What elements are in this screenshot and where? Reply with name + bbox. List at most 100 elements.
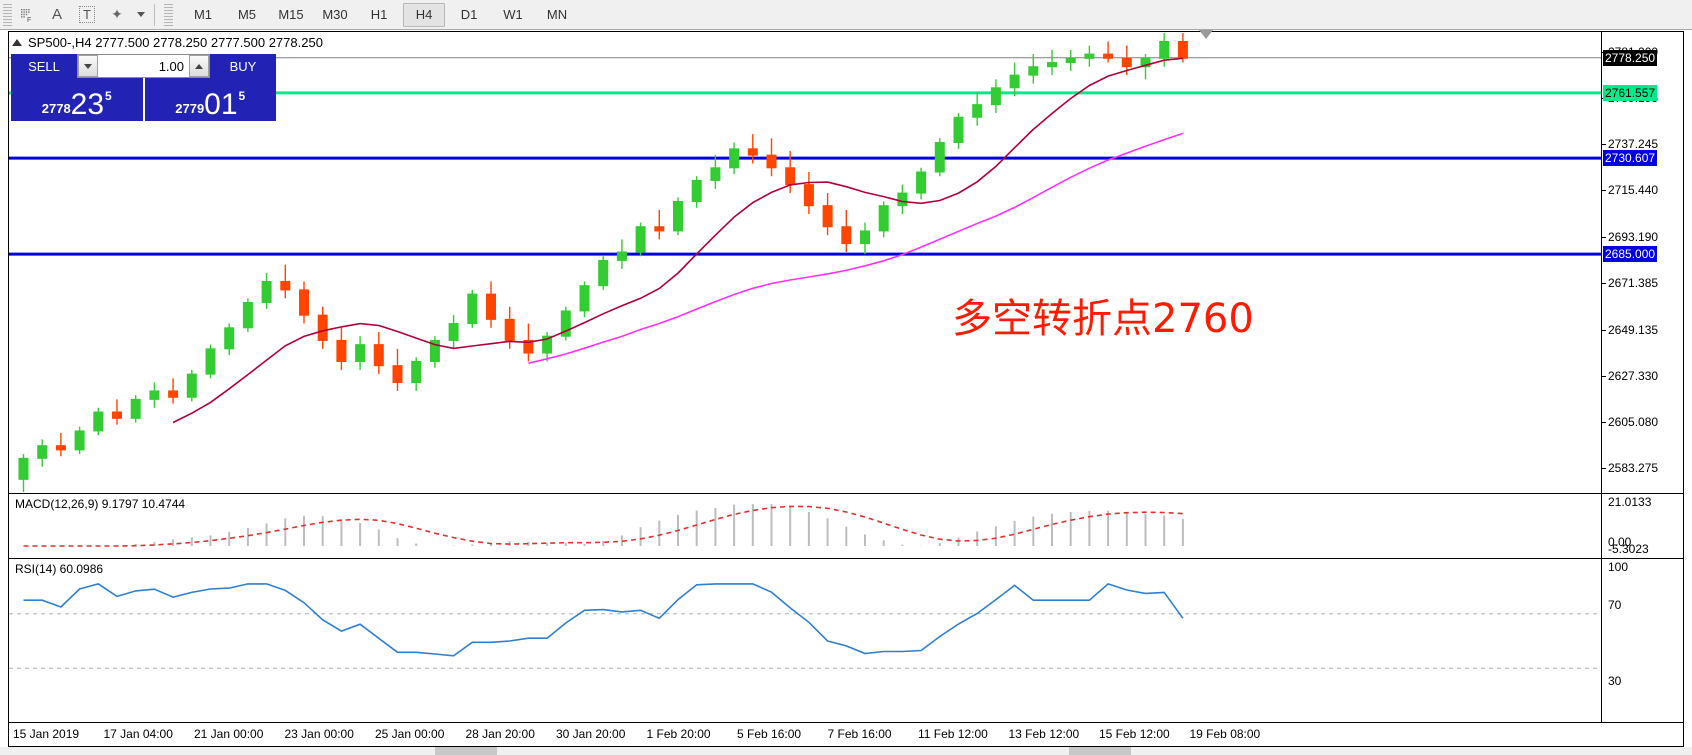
buy-price-big: 01 <box>204 88 238 121</box>
quote-header-text: SP500-,H4 2777.500 2778.250 2777.500 277… <box>28 35 323 50</box>
price-axis-tick <box>1602 422 1606 424</box>
time-axis-label: 19 Feb 08:00 <box>1189 727 1261 741</box>
text-box-t-icon[interactable]: T <box>72 2 102 28</box>
shapes-dropdown-caret-icon[interactable] <box>132 2 148 28</box>
macd-label: MACD(12,26,9) 9.1797 10.4744 <box>15 497 186 511</box>
timeframe-h1[interactable]: H1 <box>370 7 388 22</box>
rsi-axis-label: 30 <box>1608 674 1622 688</box>
chart-frame: 2781.2002759.1952737.2452715.4402693.190… <box>8 31 1684 723</box>
time-axis-label: 13 Feb 12:00 <box>1008 727 1080 741</box>
scrollbar-thumb-secondary[interactable] <box>1069 747 1131 755</box>
horizontal-scrollbar[interactable] <box>0 747 1692 755</box>
price-chart-svg <box>9 33 1601 492</box>
sell-price-prefix: 2778 <box>41 101 71 116</box>
price-axis-label: 2583.275 <box>1608 461 1659 476</box>
rsi-axis-label: 70 <box>1608 598 1622 612</box>
svg-text:F: F <box>27 17 31 23</box>
scrollbar-thumb[interactable] <box>435 747 497 755</box>
time-axis-label: 21 Jan 00:00 <box>194 727 264 741</box>
price-axis-tick <box>1602 236 1606 238</box>
sell-price-big: 23 <box>70 88 105 121</box>
price-axis-label: 2627.330 <box>1608 368 1659 383</box>
volume-input[interactable]: 1.00 <box>158 58 184 74</box>
quote-header: SP500-,H4 2777.500 2778.250 2777.500 277… <box>12 35 323 50</box>
macd-axis-label: 21.0133 <box>1608 495 1652 509</box>
timeframe-mn[interactable]: MN <box>546 7 568 22</box>
time-axis-label: 7 Feb 16:00 <box>827 727 892 741</box>
timeframe-group: M1 M5 M15 M30 H1 H4 D1 W1 MN <box>181 2 579 27</box>
price-axis-tick <box>1602 190 1606 192</box>
toolbar-divider <box>154 3 155 26</box>
timeframe-w1[interactable]: W1 <box>503 7 523 22</box>
crosshair-f-icon[interactable]: F <box>12 2 42 28</box>
price-axis-tag-blue[interactable]: 2730.607 <box>1603 150 1658 167</box>
sell-price-sup: 5 <box>105 89 112 103</box>
price-axis[interactable]: 2781.2002759.1952737.2452715.4402693.190… <box>1601 32 1683 493</box>
timeframe-m15[interactable]: M15 <box>278 7 304 22</box>
time-axis-label: 17 Jan 04:00 <box>103 727 173 741</box>
collapse-triangle-icon[interactable] <box>12 39 22 46</box>
text-a-icon[interactable]: A <box>51 6 62 23</box>
timeframe-m1[interactable]: M1 <box>193 7 213 22</box>
time-axis-label: 30 Jan 20:00 <box>556 727 626 741</box>
price-axis-tick <box>1602 329 1606 331</box>
macd-plot-area[interactable] <box>9 494 1601 558</box>
timeframe-m5[interactable]: M5 <box>237 7 257 22</box>
chart-annotation-text[interactable]: 多空转折点2760 <box>952 296 1254 342</box>
sell-price-display[interactable]: 2778 23 5 <box>11 78 143 121</box>
time-axis-label: 1 Feb 20:00 <box>646 727 711 741</box>
volume-stepper[interactable]: 1.00 <box>77 54 210 78</box>
price-axis-label: 2605.080 <box>1608 415 1659 430</box>
macd-axis[interactable]: 21.0133 0.00 -5.3023 <box>1601 494 1683 558</box>
rsi-pane[interactable]: RSI(14) 60.0986 100 70 30 <box>9 559 1683 722</box>
price-plot-area[interactable] <box>9 32 1601 493</box>
timeframe-h4[interactable]: H4 <box>403 2 445 27</box>
time-axis-label: 15 Feb 12:00 <box>1099 727 1170 741</box>
price-axis-tick <box>1602 468 1606 470</box>
macd-chart-svg <box>23 504 1184 547</box>
rsi-chart-svg <box>9 582 1601 669</box>
macd-axis-label: 0.00 <box>1608 535 1632 549</box>
time-axis[interactable]: 15 Jan 2019 17 Jan 04:00 21 Jan 00:00 23 Ja… <box>8 723 1684 747</box>
price-axis-tag-last[interactable]: 2778.250 <box>1603 49 1658 66</box>
price-axis-tick <box>1602 375 1606 377</box>
macd-axis-label: -5.3023 <box>1608 542 1649 556</box>
shapes-icon[interactable]: ✦ <box>111 6 123 22</box>
sell-button[interactable]: SELL <box>11 54 77 78</box>
time-axis-label: 5 Feb 16:00 <box>737 727 802 741</box>
rsi-label: RSI(14) 60.0986 <box>15 562 104 576</box>
main-toolbar: F A T ✦ M1 M5 M15 M30 H1 H4 D1 W1 MN <box>0 0 1692 30</box>
one-click-trading-panel[interactable]: SELL 1.00 BUY 2778 23 5 2779 01 5 <box>11 54 276 121</box>
rsi-axis[interactable]: 100 70 30 <box>1601 559 1683 722</box>
price-axis-tick <box>1602 282 1606 284</box>
trade-panel-top-row: SELL 1.00 BUY <box>11 54 276 78</box>
time-axis-label: 23 Jan 00:00 <box>284 727 354 741</box>
price-axis-tag-green[interactable]: 2761.557 <box>1603 84 1658 101</box>
price-axis-label: 2715.440 <box>1608 183 1659 198</box>
macd-pane[interactable]: MACD(12,26,9) 9.1797 10.4744 21.0133 0.00… <box>9 494 1683 559</box>
price-axis-label: 2671.385 <box>1608 275 1659 290</box>
timeframe-m30[interactable]: M30 <box>322 7 348 22</box>
trade-panel-price-row: 2778 23 5 2779 01 5 <box>11 78 276 121</box>
buy-price-display[interactable]: 2779 01 5 <box>142 78 276 121</box>
toolbar-grip-handle[interactable] <box>3 3 12 26</box>
time-axis-label: 25 Jan 00:00 <box>375 727 445 741</box>
timeframe-d1[interactable]: D1 <box>460 7 478 22</box>
volume-increase-button[interactable] <box>189 55 209 77</box>
price-axis-label: 2693.190 <box>1608 229 1659 244</box>
chart-cursor-marker <box>1199 30 1213 39</box>
price-axis-tick <box>1602 144 1606 146</box>
time-axis-label: 15 Jan 2019 <box>13 727 80 741</box>
buy-price-sup: 5 <box>238 89 246 103</box>
price-axis-label: 2737.245 <box>1608 137 1659 152</box>
time-axis-label: 11 Feb 12:00 <box>918 727 988 741</box>
price-axis-tag-blue[interactable]: 2685.000 <box>1603 246 1658 263</box>
volume-decrease-button[interactable] <box>78 55 98 77</box>
buy-price-prefix: 2779 <box>175 101 205 116</box>
rsi-plot-area[interactable] <box>9 559 1601 722</box>
price-pane[interactable]: 2781.2002759.1952737.2452715.4402693.190… <box>9 32 1683 494</box>
crosshair-f-glyph: F <box>21 8 31 23</box>
timeframe-grip-handle[interactable] <box>164 3 173 26</box>
buy-button[interactable]: BUY <box>210 54 276 78</box>
time-axis-label: 28 Jan 20:00 <box>465 727 535 741</box>
